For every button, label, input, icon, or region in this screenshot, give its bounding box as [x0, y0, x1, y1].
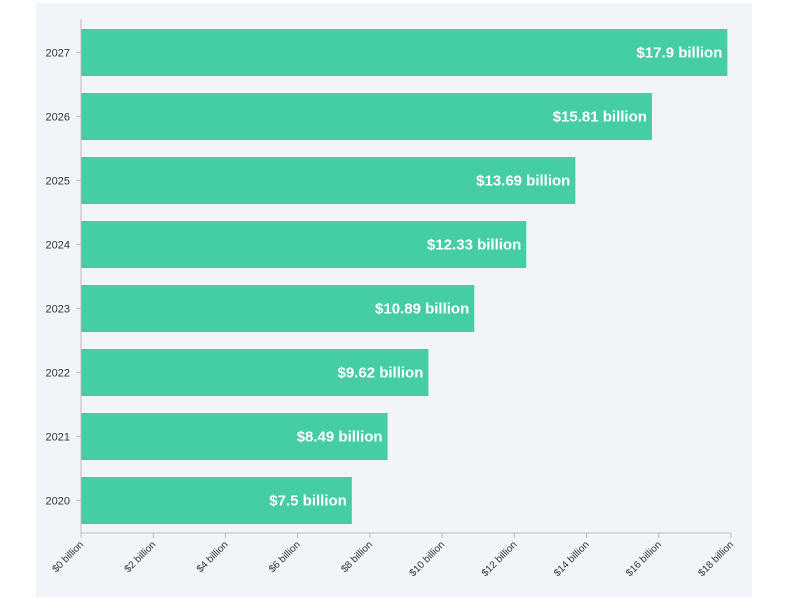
category-label-2027: 2027	[46, 48, 70, 60]
x-tick-label-10: $10 billion	[408, 539, 448, 579]
category-label-2022: 2022	[46, 368, 70, 380]
category-label-2023: 2023	[46, 304, 70, 316]
x-tick-label-0: $0 billion	[50, 539, 86, 575]
x-tick-label-18: $18 billion	[696, 539, 736, 579]
bar-2024	[81, 221, 527, 268]
category-label-2026: 2026	[46, 112, 70, 124]
bar-2020	[81, 477, 352, 524]
bar-2023	[81, 285, 475, 332]
data-label-2027: $17.9 billion	[637, 45, 723, 62]
data-label-2023: $10.89 billion	[375, 301, 469, 318]
x-tick-label-8: $8 billion	[339, 539, 375, 575]
x-tick-label-14: $14 billion	[552, 539, 592, 579]
x-tick-label-16: $16 billion	[624, 539, 664, 579]
bar-2026	[81, 93, 652, 140]
bars-layer	[81, 29, 728, 524]
data-label-2022: $9.62 billion	[338, 365, 424, 382]
data-label-2021: $8.49 billion	[297, 429, 383, 446]
x-tick-label-2: $2 billion	[123, 539, 159, 575]
bar-2021	[81, 413, 388, 460]
category-label-2020: 2020	[46, 496, 70, 508]
x-tick-label-4: $4 billion	[195, 539, 231, 575]
data-label-2020: $7.5 billion	[269, 493, 347, 510]
bar-2027	[81, 29, 728, 76]
axes-layer	[76, 19, 732, 538]
data-label-2024: $12.33 billion	[427, 237, 521, 254]
bar-2022	[81, 349, 429, 396]
x-tick-label-12: $12 billion	[480, 539, 520, 579]
data-label-2025: $13.69 billion	[476, 173, 570, 190]
category-label-2021: 2021	[46, 432, 70, 444]
data-label-2026: $15.81 billion	[553, 109, 647, 126]
category-label-2024: 2024	[46, 240, 70, 252]
category-label-2025: 2025	[46, 176, 70, 188]
x-tick-label-6: $6 billion	[267, 539, 303, 575]
bar-2025	[81, 157, 576, 204]
